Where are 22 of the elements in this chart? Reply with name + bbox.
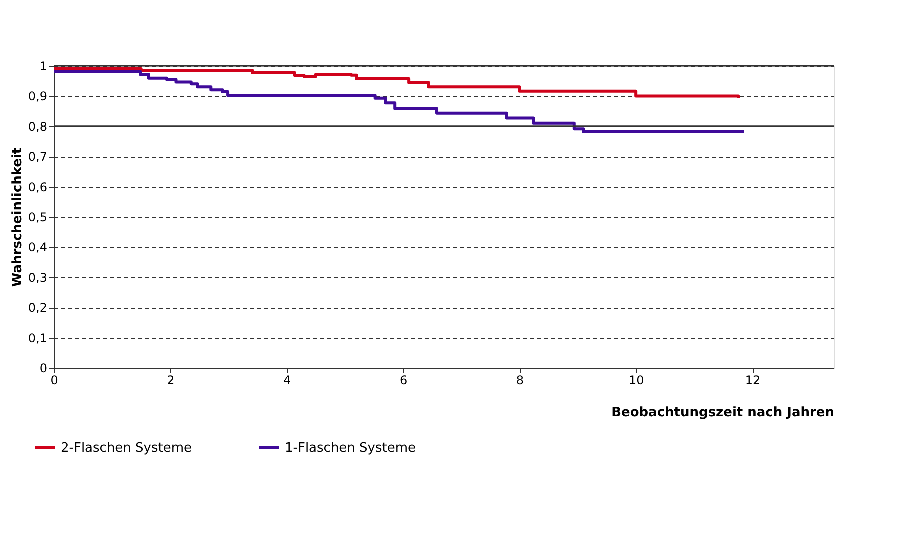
x-tick-label: 0 bbox=[50, 374, 58, 388]
y-tick-label: 0,2 bbox=[28, 301, 48, 316]
x-tick-label: 6 bbox=[400, 374, 408, 388]
x-axis-title: Beobachtungszeit nach Jahren bbox=[612, 406, 834, 420]
x-tick-label: 12 bbox=[745, 374, 761, 388]
y-tick-label: 0,1 bbox=[28, 331, 48, 346]
legend-label: 2-Flaschen Systeme bbox=[61, 440, 192, 456]
y-tick-label: 0,5 bbox=[28, 210, 48, 224]
x-tick-label: 2 bbox=[167, 374, 175, 388]
y-axis-title: Wahrscheinlichkeit bbox=[10, 148, 26, 288]
legend-label: 1-Flaschen Systeme bbox=[285, 440, 416, 456]
y-tick-label: 0,7 bbox=[28, 150, 48, 164]
y-tick-label: 0,4 bbox=[28, 240, 48, 255]
y-tick-label: 0 bbox=[40, 362, 48, 376]
y-tick-label: 0,9 bbox=[28, 90, 48, 104]
y-tick-label: 0,3 bbox=[28, 270, 48, 285]
x-tick-label: 10 bbox=[628, 374, 644, 388]
x-tick-label: 8 bbox=[516, 374, 524, 388]
y-tick-label: 0,8 bbox=[28, 120, 48, 134]
x-tick-label: 4 bbox=[284, 374, 292, 388]
y-tick-label: 1 bbox=[40, 60, 48, 74]
y-tick-label: 0,6 bbox=[28, 180, 48, 194]
